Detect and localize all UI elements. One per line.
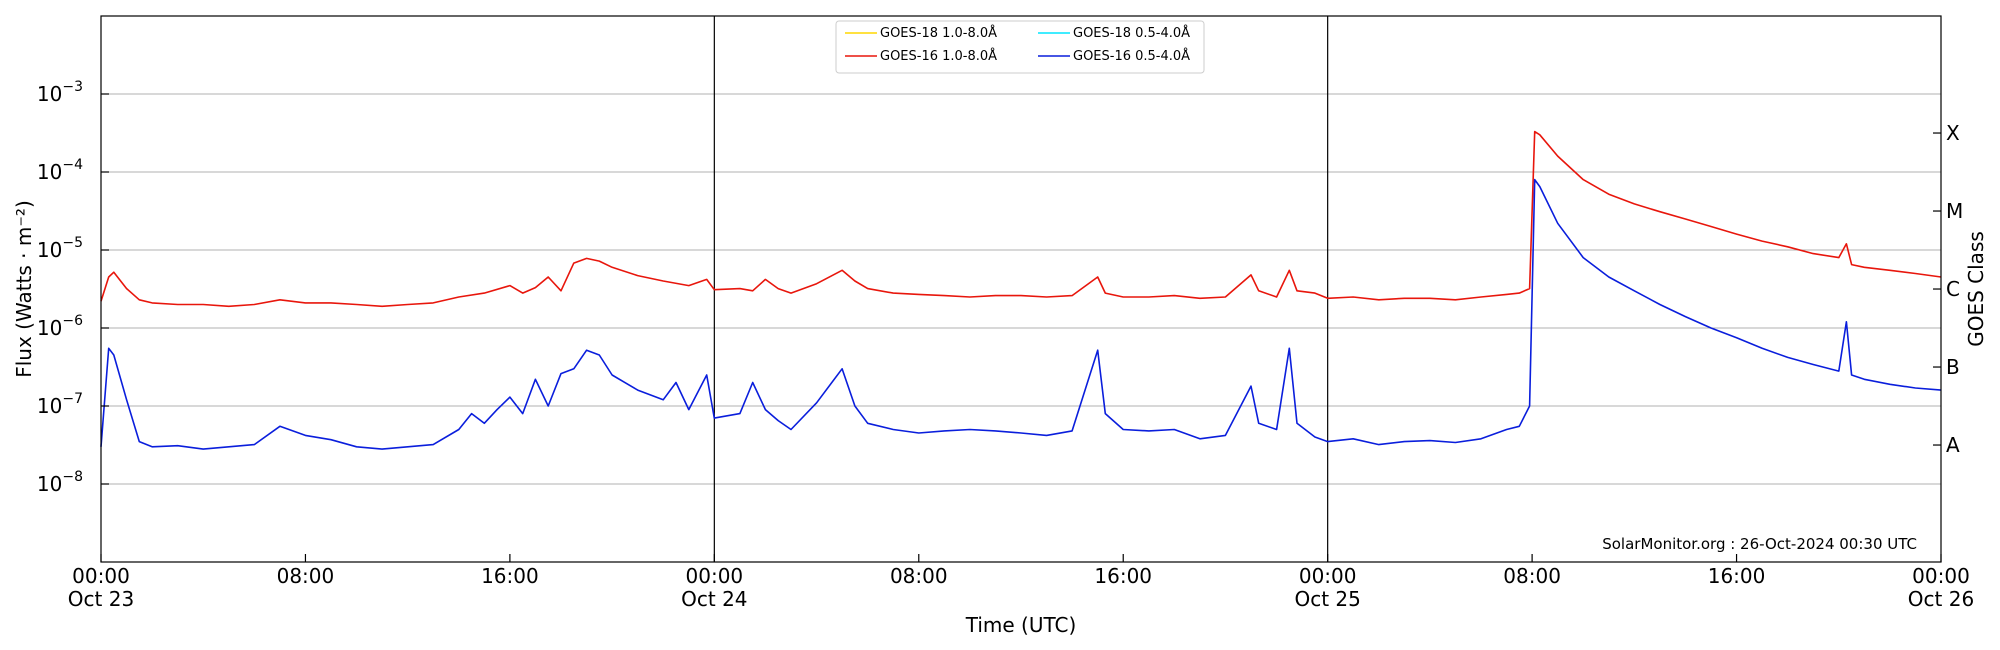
goes-class-axis: A B C M X xyxy=(1933,121,1963,457)
legend: GOES-18 1.0-8.0Å GOES-16 1.0-8.0Å GOES-18 … xyxy=(835,20,1205,74)
y-axis-ticks: 10−810−710−610−510−410−3 xyxy=(37,79,109,496)
x-tick-label-time: 00:00 xyxy=(1912,564,1970,588)
y-tick-mantissa: 10 xyxy=(37,238,62,262)
y-tick-label: 10−6 xyxy=(37,313,83,340)
series-line-3 xyxy=(100,178,1942,450)
x-tick-label-time: 08:00 xyxy=(1503,564,1561,588)
y-tick-mantissa: 10 xyxy=(37,472,62,496)
x-tick-label-time: 16:00 xyxy=(1094,564,1152,588)
y-tick-exponent: −5 xyxy=(62,235,83,251)
x-tick-label-time: 08:00 xyxy=(277,564,335,588)
y-tick-label: 10−3 xyxy=(37,79,83,106)
y-tick-exponent: −6 xyxy=(62,313,83,329)
goes-class-m: M xyxy=(1946,199,1963,223)
x-axis-label: Time (UTC) xyxy=(965,613,1077,637)
series-line-1 xyxy=(100,130,1942,308)
x-tick-label-date: Oct 23 xyxy=(68,587,134,611)
y-tick-label: 10−5 xyxy=(37,235,83,262)
x-tick-label-date: Oct 26 xyxy=(1908,587,1974,611)
legend-label: GOES-16 0.5-4.0Å xyxy=(1073,48,1190,64)
legend-box xyxy=(835,20,1205,74)
y-tick-exponent: −8 xyxy=(62,469,83,485)
y-tick-label: 10−7 xyxy=(37,391,83,418)
goes-class-c: C xyxy=(1946,277,1960,301)
right-y-axis-label: GOES Class xyxy=(1964,231,1988,347)
series-lines xyxy=(100,130,1942,450)
y-tick-exponent: −7 xyxy=(62,391,83,407)
x-tick-label-time: 00:00 xyxy=(1299,564,1357,588)
y-tick-mantissa: 10 xyxy=(37,160,62,184)
x-tick-label-time: 08:00 xyxy=(890,564,948,588)
x-tick-label-time: 00:00 xyxy=(72,564,130,588)
x-tick-label-date: Oct 24 xyxy=(681,587,747,611)
y-tick-mantissa: 10 xyxy=(37,316,62,340)
x-tick-label-time: 16:00 xyxy=(1708,564,1766,588)
y-tick-mantissa: 10 xyxy=(37,82,62,106)
goes-class-a: A xyxy=(1946,433,1960,457)
x-tick-label-date: Oct 25 xyxy=(1294,587,1360,611)
x-tick-label-time: 00:00 xyxy=(686,564,744,588)
source-annotation: SolarMonitor.org : 26-Oct-2024 00:30 UTC xyxy=(1602,535,1917,553)
y-tick-exponent: −4 xyxy=(62,157,83,173)
legend-label: GOES-16 1.0-8.0Å xyxy=(880,48,997,64)
y-tick-exponent: −3 xyxy=(62,79,83,95)
y-tick-mantissa: 10 xyxy=(37,394,62,418)
x-tick-label-time: 16:00 xyxy=(481,564,539,588)
gridlines xyxy=(101,93,1941,485)
legend-label: GOES-18 1.0-8.0Å xyxy=(880,25,997,41)
y-tick-label: 10−4 xyxy=(37,157,83,184)
y-tick-label: 10−8 xyxy=(37,469,83,496)
y-axis-label: Flux (Watts · m⁻²) xyxy=(12,200,36,378)
goes-class-x: X xyxy=(1946,121,1960,145)
goes-class-b: B xyxy=(1946,355,1960,379)
legend-label: GOES-18 0.5-4.0Å xyxy=(1073,25,1190,41)
